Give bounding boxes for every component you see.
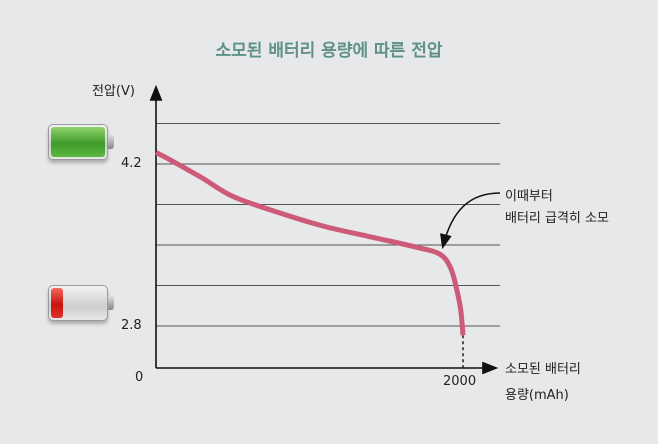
voltage-line <box>154 150 466 336</box>
y-axis-label: 전압(V) <box>92 84 135 99</box>
battery-full-icon <box>48 124 114 160</box>
x-axis-label-unit: 용량(mAh) <box>505 388 569 403</box>
annotation-line2: 배터리 급격히 소모 <box>505 211 609 226</box>
x-tick-label: 2000 <box>443 374 477 389</box>
y-tick-label: 4.2 <box>121 156 142 171</box>
origin-label: 0 <box>135 370 144 385</box>
chart-title: 소모된 배터리 용량에 따른 전압 <box>215 41 443 61</box>
x-axis-label: 소모된 배터리 <box>505 362 581 377</box>
annotation-arrow <box>440 192 501 250</box>
annotation-line1: 이때부터 <box>505 189 553 204</box>
y-tick-label: 2.8 <box>121 318 142 333</box>
battery-low-icon <box>48 285 114 321</box>
